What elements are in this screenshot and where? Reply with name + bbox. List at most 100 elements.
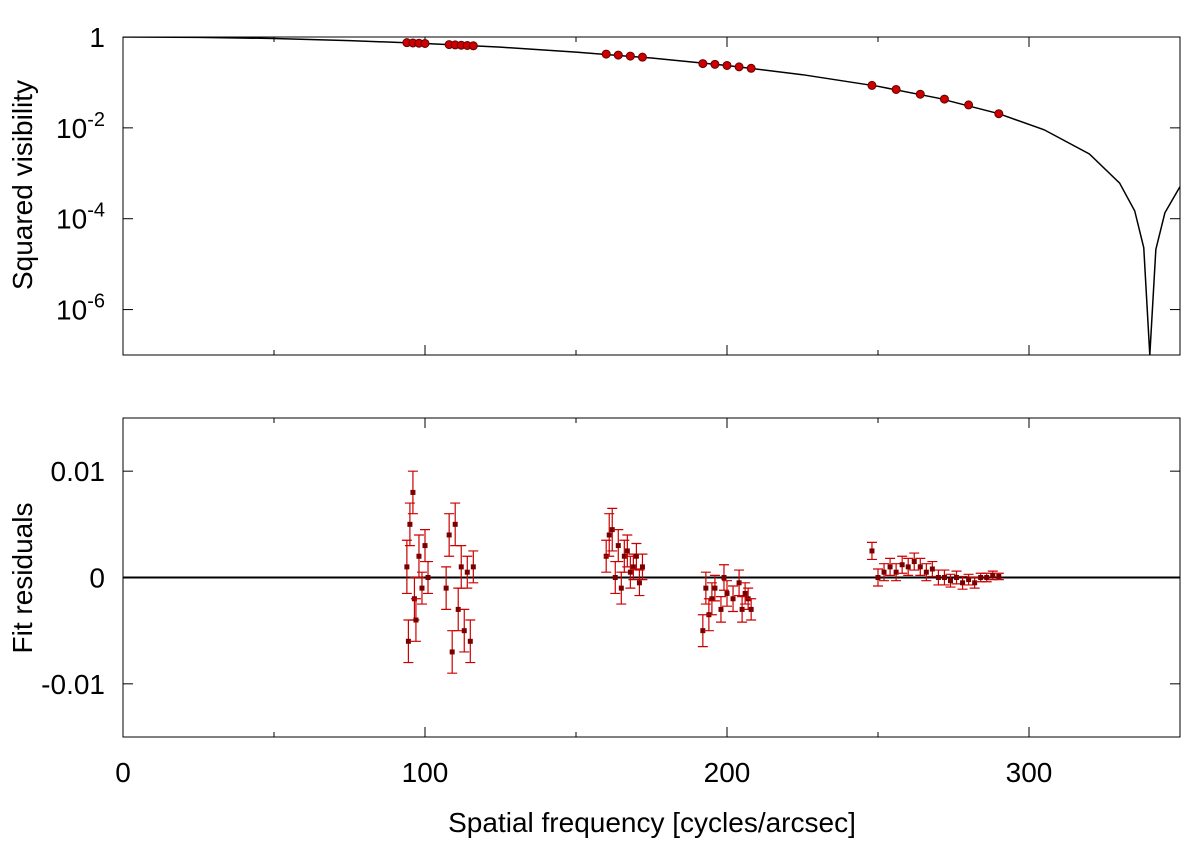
- data-point: [994, 109, 1004, 119]
- y-tick-label: 0: [89, 563, 105, 594]
- data-point: [947, 578, 953, 584]
- y-tick-label-exponent: -6: [87, 291, 105, 313]
- data-point: [700, 628, 706, 634]
- data-point: [467, 638, 473, 644]
- data-point: [636, 580, 642, 586]
- data-point: [612, 575, 618, 580]
- data-point: [954, 575, 960, 580]
- y-tick-label-exponent: -2: [87, 109, 105, 131]
- plot-frame: [122, 417, 1181, 738]
- data-point: [425, 575, 431, 580]
- data-point: [721, 575, 727, 580]
- data-point: [630, 564, 636, 570]
- data-point: [966, 577, 972, 583]
- data-point: [458, 564, 464, 570]
- data-point: [742, 590, 748, 596]
- data-point: [887, 564, 893, 570]
- data-point: [899, 562, 905, 568]
- data-point: [939, 94, 949, 104]
- data-point: [410, 489, 416, 495]
- data-point: [917, 564, 923, 570]
- data-point: [984, 575, 990, 580]
- data-point: [964, 100, 974, 110]
- data-point: [748, 606, 754, 612]
- x-tick-label: 200: [704, 757, 751, 788]
- data-point: [452, 521, 458, 527]
- data-point: [990, 572, 996, 578]
- data-point: [455, 606, 461, 612]
- data-point: [911, 559, 917, 565]
- data-point: [915, 89, 925, 99]
- data-point: [419, 585, 425, 591]
- data-point: [615, 543, 621, 549]
- data-point: [710, 59, 720, 69]
- data-point: [935, 575, 941, 580]
- data-point: [712, 585, 718, 591]
- data-point: [621, 553, 627, 559]
- plot-area: [123, 37, 1180, 355]
- data-point: [413, 617, 419, 623]
- data-point: [893, 569, 899, 575]
- data-point: [869, 548, 875, 554]
- data-point: [422, 543, 428, 549]
- data-point: [468, 41, 478, 51]
- data-point: [734, 62, 744, 72]
- y-tick-label: 1: [89, 22, 105, 53]
- y-tick-label-exponent: -4: [87, 200, 105, 222]
- data-point: [404, 564, 410, 570]
- data-point: [420, 38, 430, 48]
- x-tick-label: 0: [115, 757, 131, 788]
- y-tick-label: 10-2: [56, 109, 105, 144]
- data-point: [905, 564, 911, 570]
- data-point: [624, 548, 630, 554]
- data-point: [718, 606, 724, 612]
- data-point: [625, 51, 635, 61]
- data-point: [875, 575, 881, 580]
- y-tick-label: 10-4: [56, 200, 105, 235]
- data-point: [941, 575, 947, 580]
- data-point: [633, 553, 639, 559]
- data-point: [978, 575, 984, 580]
- data-point: [618, 585, 624, 591]
- data-point: [613, 50, 623, 60]
- data-point: [996, 573, 1002, 579]
- data-point: [891, 84, 901, 94]
- y-tick-label: 10-6: [56, 291, 105, 326]
- y-tick-label-base: 10: [56, 295, 87, 326]
- x-axis-label: Spatial frequency [cycles/arcsec]: [448, 807, 856, 838]
- data-point: [461, 628, 467, 634]
- y-tick-label: -0.01: [41, 669, 105, 700]
- data-point: [639, 564, 645, 570]
- data-point: [881, 569, 887, 575]
- plot-frame: [122, 36, 1181, 356]
- model-curve: [123, 37, 1180, 355]
- data-point: [470, 564, 476, 570]
- data-point: [867, 80, 877, 90]
- data-point: [627, 569, 633, 575]
- data-point: [698, 59, 708, 69]
- data-point: [746, 63, 756, 73]
- data-point: [446, 532, 452, 538]
- data-point: [606, 532, 612, 538]
- data-point: [736, 580, 742, 586]
- data-point: [407, 521, 413, 527]
- data-point: [929, 566, 935, 572]
- data-point: [449, 649, 455, 655]
- y-tick-label-base: 10: [56, 113, 87, 144]
- data-point: [722, 60, 732, 70]
- data-point: [972, 580, 978, 586]
- data-point: [443, 585, 449, 591]
- data-point: [703, 585, 709, 591]
- y-tick-label-base: 10: [56, 204, 87, 235]
- data-point: [637, 52, 647, 62]
- y-axis-label: Fit residuals: [7, 503, 38, 654]
- data-point: [960, 580, 966, 586]
- x-tick-label: 300: [1006, 757, 1053, 788]
- data-point: [405, 638, 411, 644]
- data-point: [724, 590, 730, 596]
- data-point: [601, 49, 611, 59]
- data-point: [609, 527, 615, 533]
- y-axis-label: Squared visibility: [7, 80, 38, 290]
- x-tick-label: 100: [402, 757, 449, 788]
